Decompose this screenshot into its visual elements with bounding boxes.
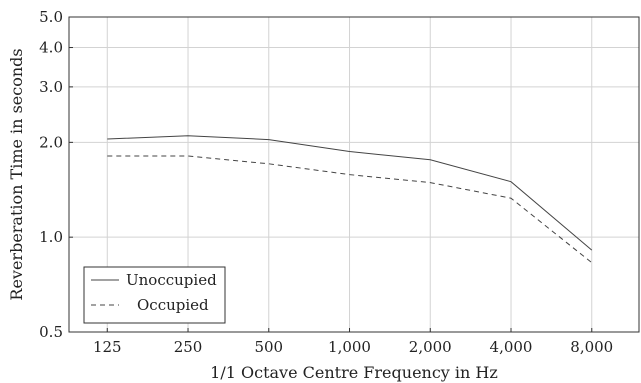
tick-labels: 125 250 500 1,000 2,000 4,000 8,000 0.5 1.0 2.0 3.… [39,8,613,356]
legend-box [83,266,226,324]
x-tick-label: 2,000 [409,338,452,356]
plot-frame [68,16,640,333]
x-axis-title: 1/1 Octave Centre Frequency in Hz [210,363,498,382]
x-tick-label: 1,000 [328,338,371,356]
y-tick-label: 1.0 [39,228,63,246]
y-tick-label: 2.0 [39,133,63,151]
x-tick-label: 125 [93,338,122,356]
x-tick-label: 4,000 [490,338,533,356]
x-tick-label: 8,000 [570,338,613,356]
legend: Unoccupied Occupied [83,266,226,324]
series-line-occupied [107,155,593,264]
y-tick-label: 3.0 [39,78,63,96]
legend-label-occupied: Occupied [137,296,209,314]
y-axis-title: Reverberation Time in seconds [7,48,26,300]
legend-label-unoccupied: Unoccupied [126,271,217,289]
x-tick-label: 500 [254,338,283,356]
y-tick-label: 4.0 [39,39,63,57]
y-tick-label: 5.0 [39,8,63,26]
series-layer [107,135,593,264]
y-tick-label: 0.5 [39,323,63,341]
series-line-unoccupied [107,135,593,251]
x-tick-label: 250 [174,338,203,356]
